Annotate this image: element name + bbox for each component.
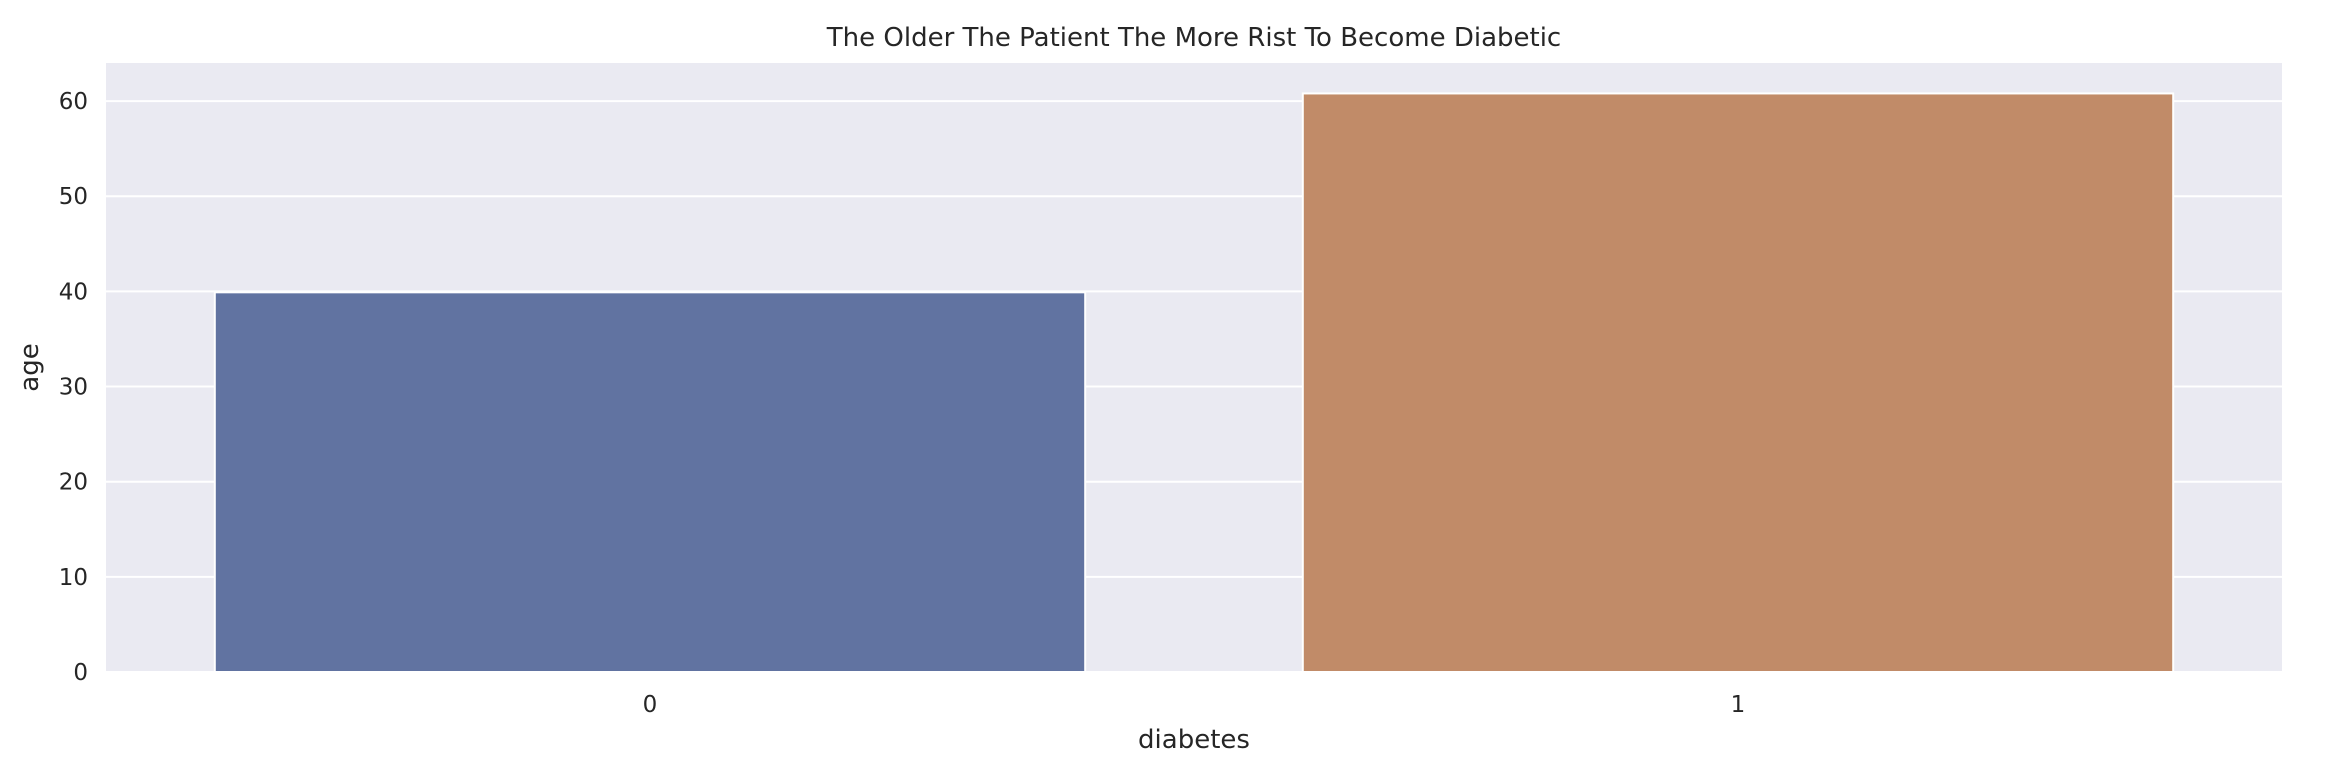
x-axis-label: diabetes [1138,725,1250,755]
bar-1 [1301,92,2175,673]
chart-title: The Older The Patient The More Rist To B… [826,23,1561,53]
y-axis-label: age [15,343,45,391]
y-tick-label: 50 [59,184,88,210]
y-tick-label: 40 [59,279,88,305]
x-tick-label: 1 [1731,692,1746,718]
y-tick-label: 10 [59,565,88,591]
x-tick-label: 0 [643,692,658,718]
y-tick-label: 20 [59,470,88,496]
y-tick-labels: 0 10 20 30 40 50 60 [59,89,88,686]
y-tick-label: 60 [59,89,88,115]
y-tick-label: 0 [73,660,88,686]
y-tick-label: 30 [59,375,88,401]
bars [213,92,2175,673]
bar-0 [213,291,1087,673]
